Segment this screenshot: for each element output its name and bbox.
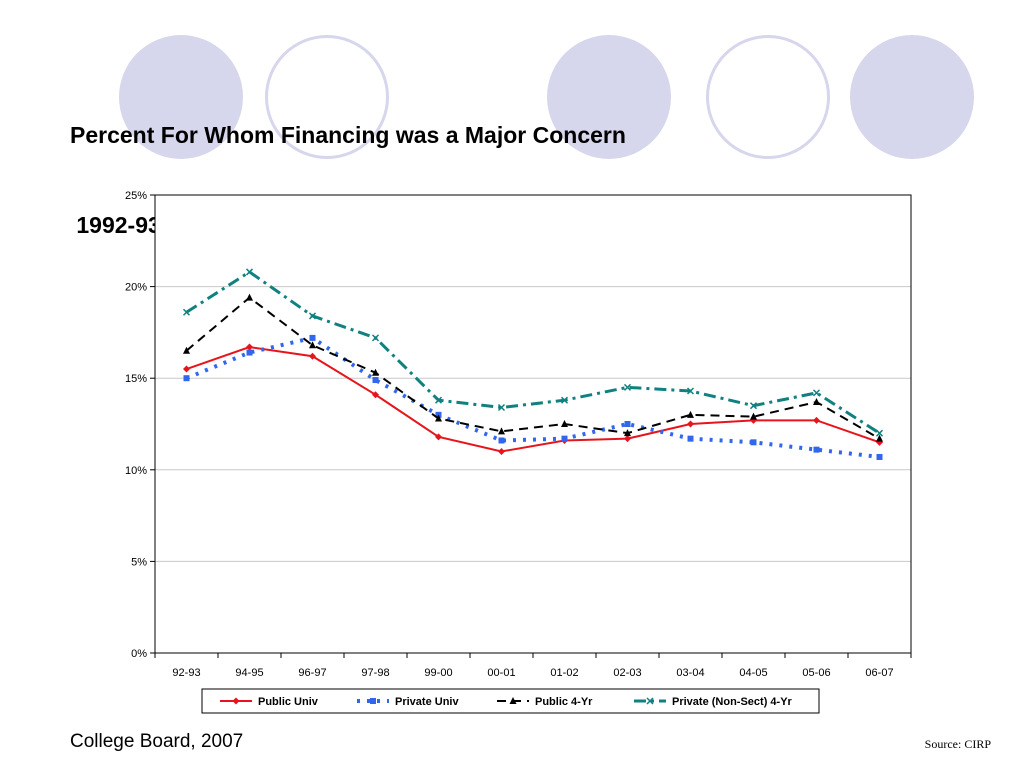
- data-point: [246, 293, 253, 301]
- series-line-4: [185, 270, 881, 435]
- data-point: [497, 403, 506, 412]
- data-point: [372, 391, 379, 399]
- footer-source: Source: CIRP: [924, 737, 991, 751]
- legend-label: Public Univ: [258, 696, 319, 708]
- decorative-circle: [547, 35, 671, 159]
- data-point: [623, 383, 632, 391]
- legend-marker: [509, 697, 517, 704]
- data-point: [182, 308, 191, 316]
- x-tick-label: 94-95: [235, 667, 263, 679]
- legend-label: Public 4-Yr: [535, 696, 593, 708]
- series-line-2: [185, 335, 880, 459]
- data-point: [246, 343, 253, 351]
- data-point: [624, 421, 631, 427]
- decorative-ring: [265, 35, 389, 159]
- x-tick-label: 04-05: [739, 667, 767, 679]
- data-point: [687, 420, 694, 428]
- legend-label: Private Univ: [395, 696, 459, 708]
- x-tick-label: 03-04: [676, 667, 704, 679]
- data-point: [560, 396, 569, 404]
- data-point: [245, 268, 254, 276]
- slide-title-line-1: Percent For Whom Financing was a Major C…: [70, 122, 626, 148]
- series-line-1: [186, 346, 880, 453]
- legend-marker: [646, 697, 654, 705]
- y-tick-label: 15%: [125, 373, 147, 385]
- decorative-ring: [706, 35, 830, 159]
- y-tick-label: 25%: [125, 190, 147, 202]
- data-point: [686, 387, 695, 395]
- series-line-3: [185, 296, 881, 440]
- data-point: [246, 349, 253, 356]
- legend-marker: [370, 698, 376, 704]
- data-point: [813, 416, 820, 424]
- x-tick-label: 99-00: [424, 667, 452, 679]
- data-point: [371, 334, 380, 342]
- y-tick-label: 5%: [131, 556, 147, 568]
- x-tick-label: 06-07: [865, 667, 893, 679]
- data-point: [813, 446, 820, 453]
- data-point: [498, 447, 505, 455]
- x-tick-label: 02-03: [613, 667, 641, 679]
- y-tick-label: 20%: [125, 282, 147, 294]
- data-point: [183, 375, 190, 382]
- x-tick-label: 97-98: [361, 667, 389, 679]
- data-point: [309, 352, 316, 360]
- data-point: [308, 312, 317, 320]
- footer-credit: College Board, 2007: [70, 731, 244, 752]
- data-point: [434, 396, 443, 404]
- data-point: [183, 365, 190, 373]
- plot-area: [155, 195, 911, 653]
- decorative-circle: [119, 35, 243, 159]
- data-point: [687, 410, 694, 418]
- data-point: [750, 439, 757, 446]
- data-point: [749, 402, 758, 410]
- x-tick-label: 00-01: [487, 667, 515, 679]
- data-point: [435, 433, 442, 441]
- y-tick-label: 0%: [131, 648, 147, 660]
- legend-marker: [232, 697, 240, 705]
- data-point: [813, 398, 820, 406]
- decorative-circle: [850, 35, 974, 159]
- data-point: [309, 334, 316, 341]
- data-point: [372, 377, 379, 384]
- data-point: [183, 346, 190, 354]
- legend: [201, 688, 820, 714]
- data-point: [687, 435, 694, 442]
- data-point: [624, 435, 631, 443]
- y-tick-label: 10%: [125, 465, 147, 477]
- data-point: [561, 420, 568, 427]
- data-point: [624, 429, 631, 437]
- x-tick-label: 01-02: [550, 667, 578, 679]
- data-point: [498, 437, 505, 444]
- data-point: [309, 341, 316, 349]
- data-point: [750, 412, 757, 420]
- legend-label: Private (Non-Sect) 4-Yr: [672, 696, 793, 708]
- x-tick-label: 96-97: [298, 667, 326, 679]
- data-point: [435, 414, 442, 422]
- data-point: [876, 453, 883, 460]
- data-point: [812, 389, 821, 397]
- x-tick-label: 92-93: [172, 667, 200, 679]
- data-point: [875, 429, 884, 437]
- data-point: [372, 368, 379, 376]
- x-tick-label: 05-06: [802, 667, 830, 679]
- data-point: [876, 434, 883, 442]
- data-point: [498, 427, 505, 435]
- data-point: [561, 435, 568, 442]
